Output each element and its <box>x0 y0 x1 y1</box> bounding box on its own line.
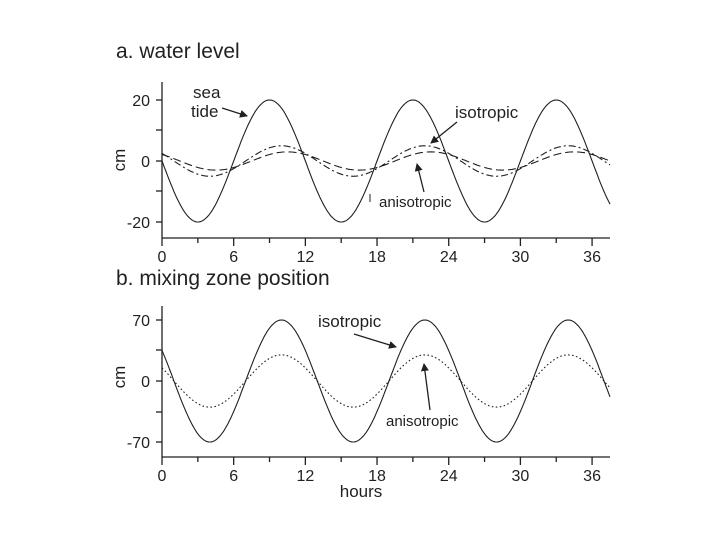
arrow-isotropic-a <box>430 121 458 144</box>
y-tick-label: 0 <box>141 374 150 391</box>
arrow-isotropic-b <box>353 333 397 349</box>
panel-a-axes <box>156 82 610 246</box>
x-tick-label: 18 <box>368 468 386 485</box>
panel-a-series <box>161 99 611 223</box>
panel-b-x-axis-label: hours <box>340 482 383 501</box>
x-tick-label: 18 <box>368 249 386 266</box>
x-tick-label: 24 <box>440 468 458 485</box>
panel-a-y-tick-labels: 20 0 -20 <box>127 93 150 232</box>
panel-b-y-axis-label: cm <box>110 366 129 389</box>
label-sea-tide-line1: sea <box>193 83 221 102</box>
x-tick-label: 12 <box>296 468 314 485</box>
panel-b-x-tick-labels: 0 6 12 18 24 30 36 <box>158 468 602 485</box>
panel-b-mixing-zone-position: b. mixing zone position cm 70 0 -70 0 6 12 18… <box>110 267 611 501</box>
panel-a-water-level: a. water level cm 20 0 -20 0 6 12 18 24 30 36 se… <box>110 40 611 266</box>
x-tick-label: 0 <box>158 468 167 485</box>
y-tick-label: 70 <box>132 313 150 330</box>
y-tick-label: -70 <box>127 435 150 452</box>
x-tick-label: 36 <box>583 249 601 266</box>
label-sea-tide-line2: tide <box>191 102 218 121</box>
panel-a-title: a. water level <box>116 40 240 63</box>
x-tick-label: 6 <box>229 249 238 266</box>
label-isotropic-a: isotropic <box>455 103 519 122</box>
label-isotropic-b: isotropic <box>318 312 382 331</box>
panel-b-series <box>161 319 611 443</box>
series-sea-tide-line <box>161 99 611 223</box>
series-isotropic-line <box>161 319 611 443</box>
label-anisotropic-a: anisotropic <box>379 194 452 211</box>
panel-a-x-tick-labels: 0 6 12 18 24 30 36 <box>158 249 602 266</box>
x-tick-label: 6 <box>229 468 238 485</box>
x-tick-label: 12 <box>296 249 314 266</box>
series-anisotropic-line <box>161 354 611 408</box>
panel-b-y-tick-labels: 70 0 -70 <box>127 313 150 452</box>
y-tick-label: 20 <box>132 93 150 110</box>
x-tick-label: 0 <box>158 249 167 266</box>
y-tick-label: -20 <box>127 215 150 232</box>
y-tick-label: 0 <box>141 154 150 171</box>
panel-a-y-axis-label: cm <box>110 149 129 172</box>
x-tick-label: 24 <box>440 249 458 266</box>
panel-b-title: b. mixing zone position <box>116 267 330 290</box>
panel-b-axes <box>156 306 610 465</box>
arrow-sea-tide <box>221 107 248 118</box>
arrow-anisotropic-b <box>420 363 431 411</box>
arrow-anisotropic-a <box>414 163 425 193</box>
series-anisotropic-line <box>161 151 611 171</box>
x-tick-label: 30 <box>512 468 530 485</box>
label-anisotropic-b: anisotropic <box>386 413 459 430</box>
x-tick-label: 30 <box>512 249 530 266</box>
x-tick-label: 36 <box>583 468 601 485</box>
